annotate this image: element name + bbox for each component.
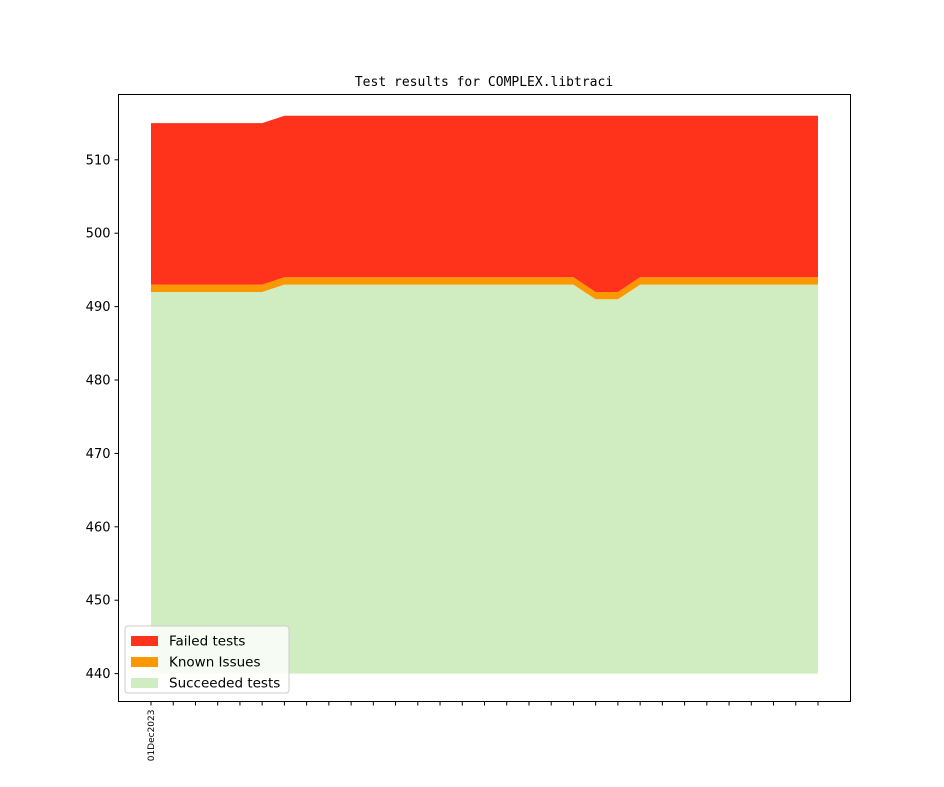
y-tick-label: 440: [86, 667, 111, 682]
legend-label: Failed tests: [169, 634, 245, 650]
y-tick-label: 460: [86, 520, 111, 535]
chart-title: Test results for COMPLEX.libtraci: [355, 75, 613, 90]
legend-label: Succeeded tests: [169, 676, 280, 692]
y-tick-label: 500: [86, 227, 111, 242]
legend-swatch: [131, 636, 158, 646]
y-tick-label: 450: [86, 594, 111, 609]
x-axis: 01Dec2023: [147, 701, 819, 762]
x-tick-label: 01Dec2023: [147, 710, 157, 762]
stacked-areas: [151, 115, 818, 674]
y-tick-label: 510: [86, 153, 111, 168]
y-tick-label: 490: [86, 300, 111, 315]
legend-swatch: [131, 678, 158, 688]
y-tick-label: 470: [86, 447, 111, 462]
legend-swatch: [131, 657, 158, 667]
y-axis: 440 450 460 470 480 490 500 510: [86, 153, 119, 682]
area-known-issues: [151, 277, 818, 300]
legend: Failed tests Known Issues Succeeded tests: [124, 625, 290, 694]
area-succeeded-tests: [151, 284, 818, 674]
y-tick-label: 480: [86, 374, 111, 389]
legend-label: Known Issues: [169, 655, 261, 671]
area-failed-tests: [151, 115, 818, 292]
legend-box: [124, 625, 290, 694]
